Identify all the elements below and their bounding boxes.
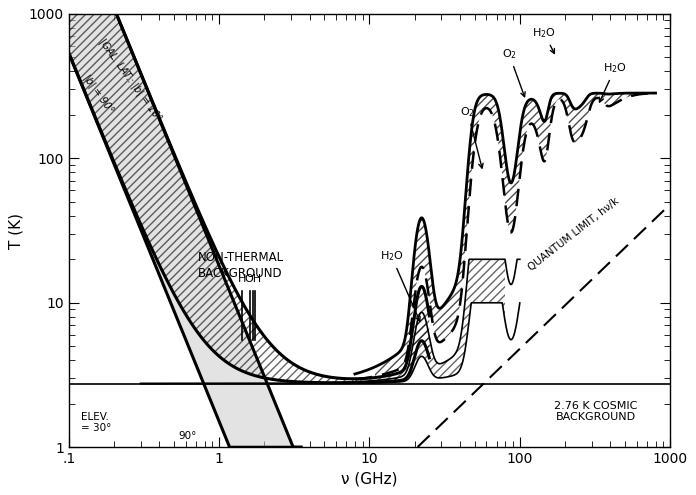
Text: H: H: [238, 274, 246, 284]
Text: |GAL. LAT.: |b| = 10°: |GAL. LAT.: |b| = 10°: [97, 37, 164, 123]
Text: H$_2$O: H$_2$O: [532, 26, 556, 53]
Text: O$_2$: O$_2$: [460, 105, 483, 168]
Text: 90°: 90°: [179, 431, 197, 441]
Text: H$_2$O: H$_2$O: [599, 61, 627, 102]
Text: OH: OH: [244, 274, 261, 284]
X-axis label: ν (GHz): ν (GHz): [341, 472, 397, 487]
Text: 2.76 K COSMIC
BACKGROUND: 2.76 K COSMIC BACKGROUND: [554, 400, 638, 422]
Text: H$_2$O: H$_2$O: [379, 249, 420, 321]
Y-axis label: T (K): T (K): [8, 212, 24, 248]
Text: O$_2$: O$_2$: [502, 48, 525, 97]
Text: |b| = 90°: |b| = 90°: [81, 73, 116, 115]
Text: QUANTUM LIMIT, hν/k: QUANTUM LIMIT, hν/k: [527, 196, 622, 272]
Text: ELEV.
= 30°: ELEV. = 30°: [81, 412, 111, 433]
Text: NON-THERMAL
BACKGROUND: NON-THERMAL BACKGROUND: [198, 251, 284, 280]
